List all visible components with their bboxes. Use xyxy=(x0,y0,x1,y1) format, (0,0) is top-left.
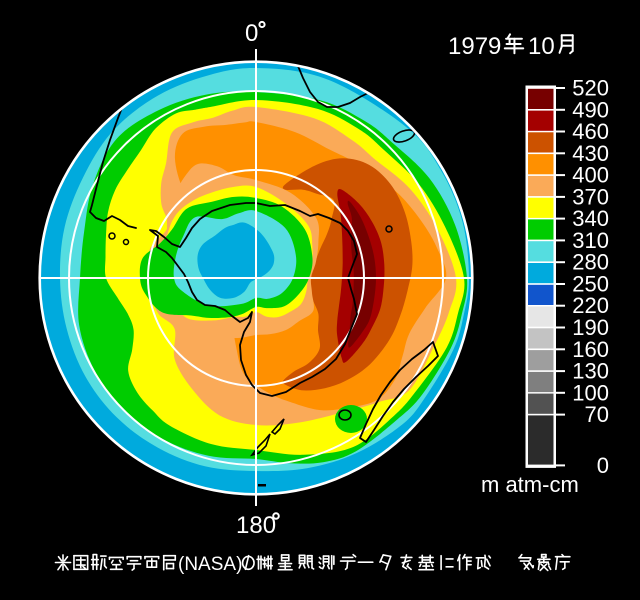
svg-text:0: 0 xyxy=(245,20,258,47)
svg-text:340: 340 xyxy=(572,206,609,231)
svg-text:130: 130 xyxy=(572,359,609,384)
svg-text:280: 280 xyxy=(572,250,609,275)
svg-text:460: 460 xyxy=(572,119,609,144)
svg-text:520: 520 xyxy=(572,76,609,101)
svg-text:490: 490 xyxy=(572,97,609,122)
svg-text:310: 310 xyxy=(572,228,609,253)
svg-text:70: 70 xyxy=(585,402,609,427)
svg-text:220: 220 xyxy=(572,293,609,318)
svg-text:100: 100 xyxy=(572,380,609,405)
svg-text:370: 370 xyxy=(572,184,609,209)
svg-text:m atm-cm: m atm-cm xyxy=(481,472,579,497)
svg-text:400: 400 xyxy=(572,163,609,188)
svg-text:10: 10 xyxy=(528,33,555,60)
svg-text:1979: 1979 xyxy=(448,33,501,60)
svg-text:180: 180 xyxy=(236,512,276,539)
svg-text:(NASA): (NASA) xyxy=(178,554,242,575)
svg-text:430: 430 xyxy=(572,141,609,166)
svg-text:190: 190 xyxy=(572,315,609,340)
svg-text:0: 0 xyxy=(597,453,609,478)
svg-text:250: 250 xyxy=(572,272,609,297)
svg-text:160: 160 xyxy=(572,337,609,362)
